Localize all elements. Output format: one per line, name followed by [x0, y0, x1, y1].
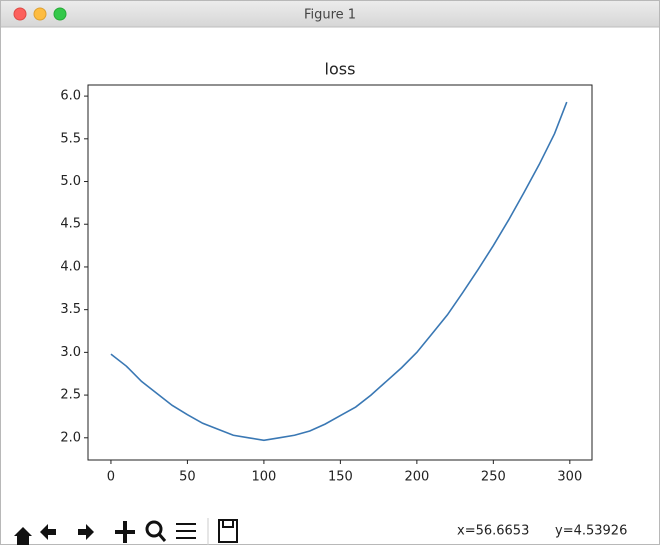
y-tick-label: 2.5	[60, 388, 81, 403]
zoom-button[interactable]	[53, 7, 67, 21]
x-tick-label: 150	[328, 470, 353, 485]
y-tick-label: 5.0	[60, 174, 81, 189]
cursor-x: x=56.6653	[457, 524, 529, 539]
x-tick-label: 50	[179, 470, 196, 485]
cursor-y: y=4.53926	[555, 524, 627, 539]
x-tick-label: 100	[251, 470, 276, 485]
back-button[interactable]	[40, 524, 56, 540]
loss-line	[110, 101, 568, 442]
zoom-handle	[157, 533, 167, 542]
x-tick-label: 200	[404, 470, 429, 485]
x-tick-label: 300	[557, 470, 582, 485]
x-tick-label: 250	[481, 470, 506, 485]
axes-frame	[87, 84, 593, 461]
toolbar	[14, 518, 238, 545]
x-tick-label: 0	[107, 470, 115, 485]
minimize-button[interactable]	[33, 7, 47, 21]
window-title: Figure 1	[304, 8, 356, 23]
close-button[interactable]	[13, 7, 27, 21]
save-icon-detail	[222, 519, 234, 528]
y-tick-label: 3.5	[60, 302, 81, 317]
y-tick-label: 3.0	[60, 345, 81, 360]
pan-button[interactable]	[115, 521, 135, 543]
chart-title: loss	[325, 60, 356, 79]
configure-button[interactable]	[176, 523, 196, 539]
y-tick-label: 2.0	[60, 430, 81, 445]
forward-button[interactable]	[78, 524, 94, 540]
home-button[interactable]	[14, 527, 32, 545]
y-tick-label: 5.5	[60, 131, 81, 146]
y-tick-label: 4.0	[60, 259, 81, 274]
title-bar	[1, 1, 659, 27]
y-tick-label: 6.0	[60, 89, 81, 104]
zoom-rect-button[interactable]	[145, 520, 163, 538]
y-tick-label: 4.5	[60, 217, 81, 232]
